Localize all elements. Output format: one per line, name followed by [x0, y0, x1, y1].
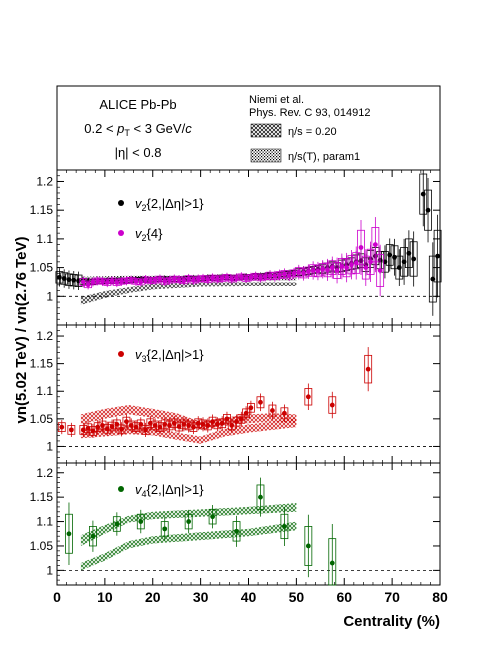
model-band [80, 503, 297, 546]
legend-marker-v4 [118, 486, 124, 492]
data-point [282, 410, 287, 416]
model2-label: η/s(T), param1 [288, 151, 360, 163]
data-point [68, 427, 74, 433]
data-point [411, 256, 417, 262]
data-point [66, 531, 72, 537]
x-tick-label: 40 [241, 589, 257, 605]
data-point [162, 526, 168, 532]
panel-v2: 1 1.05 1.1 1.15 1.2 [30, 169, 442, 326]
model-band [80, 521, 297, 571]
model-band [80, 417, 297, 444]
x-tick-label: 30 [193, 589, 209, 605]
x-tick-label: 50 [289, 589, 305, 605]
data-point [59, 424, 65, 430]
data-point [90, 533, 96, 539]
model1-label: η/s = 0.20 [288, 126, 337, 138]
panel-v4: 1 1.05 1.1 1.15 1.2 [30, 462, 441, 586]
y-tick-label: 1 [46, 439, 53, 453]
data-point [377, 268, 383, 273]
data-point [114, 521, 120, 527]
experiment-label: ALICE Pb-Pb [99, 97, 176, 112]
x-axis-title: Centrality (%) [343, 613, 440, 630]
legend-label-v2-2: v2{2,|Δη|>1} [135, 196, 204, 213]
x-tick-labels: 0 10 20 30 40 50 60 70 80 [53, 589, 448, 605]
data-point [258, 494, 263, 500]
data-point [224, 416, 230, 422]
model1-swatch [250, 123, 282, 138]
data-point [210, 514, 215, 520]
panel-frame [56, 324, 441, 464]
eta-range-label: |η| < 0.8 [115, 145, 162, 160]
data-point [119, 426, 125, 432]
legend-marker-v2-4 [118, 230, 124, 236]
data-point [435, 253, 441, 259]
model2-swatch [250, 148, 282, 163]
legend-v4: v4{2,|Δη|>1} [118, 482, 204, 499]
y-tick-label: 1.05 [30, 539, 54, 553]
y-tick-label: 1.2 [36, 174, 53, 188]
data-point [234, 528, 239, 534]
legend-v3: v3{2,|Δη|>1} [118, 347, 204, 364]
data-point [143, 427, 148, 433]
y-tick-label: 1.15 [30, 203, 54, 217]
reference-author: Niemi et al. [249, 94, 304, 106]
y-tick-label: 1.05 [30, 412, 54, 426]
legend-v2: v2{2,|Δη|>1} v2{4} [118, 196, 204, 243]
data-point [258, 399, 263, 405]
data-point [425, 207, 431, 213]
reference-journal: Phys. Rev. C 93, 014912 [249, 107, 370, 119]
y-tick-label: 1.1 [36, 515, 53, 529]
data-point [248, 405, 254, 411]
y-tick-label: 1 [46, 563, 53, 577]
data-point [305, 543, 311, 549]
x-tick-label: 80 [432, 589, 448, 605]
x-tick-label: 20 [145, 589, 161, 605]
data-point [365, 366, 371, 372]
legend-label-v3: v3{2,|Δη|>1} [135, 347, 204, 364]
data-point [282, 524, 287, 529]
data-point [270, 408, 275, 413]
model-band [80, 405, 297, 430]
data-point [329, 560, 335, 566]
x-tick-label: 70 [384, 589, 400, 605]
y-axis-title: vn(5.02 TeV) / vn(2.76 TeV) [13, 236, 30, 423]
y-tick-label: 1.15 [30, 357, 54, 371]
y-tick-label: 1.15 [30, 490, 54, 504]
legend-marker-v3 [118, 351, 124, 357]
data-point [329, 402, 335, 408]
data-point [305, 394, 311, 400]
legend-label-v2-4: v2{4} [135, 226, 163, 243]
y-tick-label: 1.1 [36, 384, 53, 398]
y-tick-label: 1.2 [36, 466, 53, 480]
data-point [186, 519, 192, 524]
header-box: ALICE Pb-Pb 0.2 < pT < 3 GeV/c |η| < 0.8… [56, 85, 441, 171]
x-tick-label: 10 [97, 589, 113, 605]
y-tick-label: 1.1 [36, 232, 53, 246]
model-band [80, 282, 297, 305]
data-point [358, 245, 364, 250]
x-tick-label: 0 [53, 589, 61, 605]
pt-range-label: 0.2 < pT < 3 GeV/c [84, 121, 192, 138]
panel-frame [56, 169, 441, 326]
y-tick-label: 1 [46, 289, 53, 303]
legend-marker-v2-2 [118, 200, 124, 206]
y-tick-label: 1.2 [36, 329, 53, 343]
data-point [372, 242, 378, 248]
legend-label-v4: v4{2,|Δη|>1} [135, 482, 204, 499]
data-point [138, 519, 144, 524]
x-tick-label: 60 [336, 589, 352, 605]
y-tick-label: 1.05 [30, 261, 54, 275]
panel-v3: 1 1.05 1.1 1.15 1.2 [30, 324, 441, 464]
